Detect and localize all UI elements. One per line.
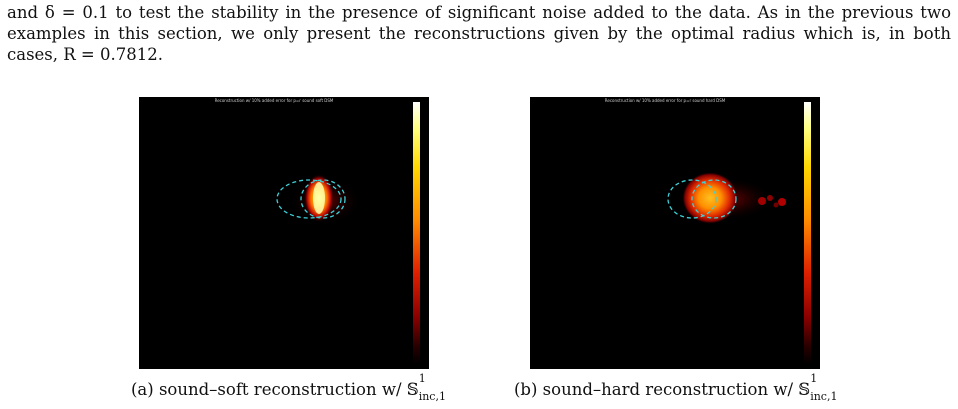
caption-a: (a) sound–soft reconstruction w/ 𝕊 1 inc,1 (131, 372, 446, 403)
dashed-circle-left (276, 179, 342, 219)
caption-math: 𝕊 1 inc,1 (798, 372, 837, 403)
caption-symbol: 𝕊 (406, 380, 419, 399)
noise-blob (758, 197, 766, 205)
heatmap-sound-soft (276, 174, 361, 225)
paragraph-line-3: cases, R = 0.7812. (7, 45, 163, 64)
dashed-circle-right (300, 179, 346, 219)
caption-b: (b) sound–hard reconstruction w/ 𝕊 1 inc,1 (514, 372, 837, 403)
dashed-circle-right (691, 179, 737, 219)
paragraph-line-2: examples in this section, we only presen… (7, 24, 951, 43)
caption-math: 𝕊 1 inc,1 (406, 372, 446, 403)
figure-title: Reconstruction w/ 10% added error for p=… (604, 98, 726, 103)
hot-spot (682, 172, 738, 224)
caption-sup: 1 (810, 372, 818, 385)
colorbar (413, 102, 420, 364)
noise-blob (778, 198, 786, 206)
figure-sound-hard: Reconstruction w/ 10% added error for p=… (530, 97, 820, 369)
noise-blob (773, 202, 779, 208)
heatmap-sound-hard (667, 172, 786, 224)
dashed-circle-left (667, 179, 717, 219)
paragraph-line-1: and δ = 0.1 to test the stability in the… (7, 3, 951, 22)
figure-title: Reconstruction w/ 10% added error for p=… (214, 98, 334, 103)
caption-text: (b) sound–hard reconstruction w/ (514, 380, 794, 399)
caption-sup: 1 (418, 372, 426, 385)
body-paragraph: and δ = 0.1 to test the stability in the… (7, 2, 951, 65)
hot-core (313, 182, 325, 214)
caption-symbol: 𝕊 (798, 380, 811, 399)
noise-blob (767, 195, 773, 201)
colorbar (804, 102, 811, 364)
caption-sub: inc,1 (810, 390, 838, 403)
caption-text: (a) sound–soft reconstruction w/ (131, 380, 402, 399)
caption-sub: inc,1 (418, 390, 446, 403)
figure-sound-soft: Reconstruction w/ 10% added error for p=… (139, 97, 429, 369)
